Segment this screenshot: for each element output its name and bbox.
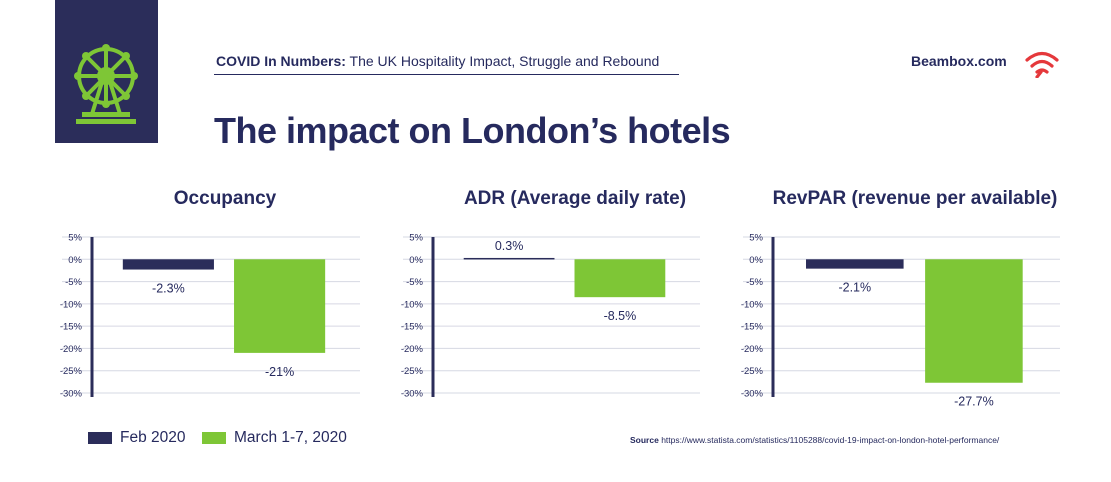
- brand-name[interactable]: Beambox.com: [911, 53, 1007, 69]
- source-note: Source https://www.statista.com/statisti…: [630, 435, 999, 445]
- adr-bar-march: [574, 259, 666, 298]
- legend-label-march: March 1-7, 2020: [234, 429, 347, 446]
- legend-swatch-feb: [88, 432, 112, 444]
- adr-tick-label: -20%: [401, 344, 424, 355]
- chart-title-occupancy: Occupancy: [173, 188, 277, 209]
- legend-swatch-march: [202, 432, 226, 444]
- occupancy-bar-march: [234, 259, 326, 353]
- revpar-tick-label: 5%: [749, 233, 763, 244]
- wifi-signal-icon: [1025, 51, 1059, 78]
- adr-tick-label: -10%: [401, 299, 424, 310]
- source-url[interactable]: https://www.statista.com/statistics/1105…: [658, 435, 1000, 445]
- adr-tick-label: -5%: [406, 277, 423, 288]
- occupancy-tick-label: -30%: [60, 389, 83, 400]
- source-label: Source: [630, 435, 659, 445]
- occupancy-bar-feb: [122, 259, 214, 270]
- revpar-tick-label: -30%: [741, 389, 764, 400]
- adr-tick-label: 0%: [409, 255, 423, 266]
- occupancy-tick-label: 5%: [68, 233, 82, 244]
- legend-item-feb: Feb 2020: [88, 429, 186, 447]
- revpar-value-label-feb: -2.1%: [838, 281, 871, 295]
- subtitle-underline: [214, 74, 679, 75]
- ferris-wheel-icon: [74, 44, 138, 124]
- adr-value-label-feb: 0.3%: [495, 239, 524, 253]
- adr-value-label-march: -8.5%: [604, 309, 637, 323]
- occupancy-tick-label: -25%: [60, 366, 83, 377]
- occupancy-value-label-march: -21%: [265, 365, 294, 379]
- header-subtitle: COVID In Numbers: The UK Hospitality Imp…: [216, 53, 659, 69]
- legend-item-march: March 1-7, 2020: [202, 429, 347, 447]
- legend-label-feb: Feb 2020: [120, 429, 186, 446]
- revpar-tick-label: -25%: [741, 366, 764, 377]
- logo-block: [55, 0, 158, 143]
- adr-tick-label: -25%: [401, 366, 424, 377]
- occupancy-tick-label: 0%: [68, 255, 82, 266]
- subtitle-strong: COVID In Numbers:: [216, 53, 346, 69]
- subtitle-rest: The UK Hospitality Impact, Struggle and …: [345, 53, 660, 69]
- revpar-tick-label: -10%: [741, 299, 764, 310]
- adr-tick-label: -30%: [401, 389, 424, 400]
- occupancy-tick-label: -5%: [65, 277, 82, 288]
- occupancy-tick-label: -10%: [60, 299, 83, 310]
- revpar-tick-label: -15%: [741, 322, 764, 333]
- revpar-bar-feb: [806, 259, 904, 269]
- adr-tick-label: 5%: [409, 233, 423, 244]
- revpar-bar-march: [925, 259, 1023, 383]
- chart-title-adr: ADR (Average daily rate): [463, 188, 687, 209]
- adr-tick-label: -15%: [401, 322, 424, 333]
- revpar-value-label-march: -27.7%: [954, 395, 994, 409]
- occupancy-value-label-feb: -2.3%: [152, 282, 185, 296]
- revpar-tick-label: -5%: [746, 277, 763, 288]
- revpar-tick-label: 0%: [749, 255, 763, 266]
- chart-title-revpar: RevPAR (revenue per available): [772, 188, 1058, 209]
- page-title: The impact on London’s hotels: [214, 110, 731, 151]
- occupancy-tick-label: -15%: [60, 322, 83, 333]
- occupancy-tick-label: -20%: [60, 344, 83, 355]
- adr-bar-feb: [463, 257, 555, 260]
- revpar-tick-label: -20%: [741, 344, 764, 355]
